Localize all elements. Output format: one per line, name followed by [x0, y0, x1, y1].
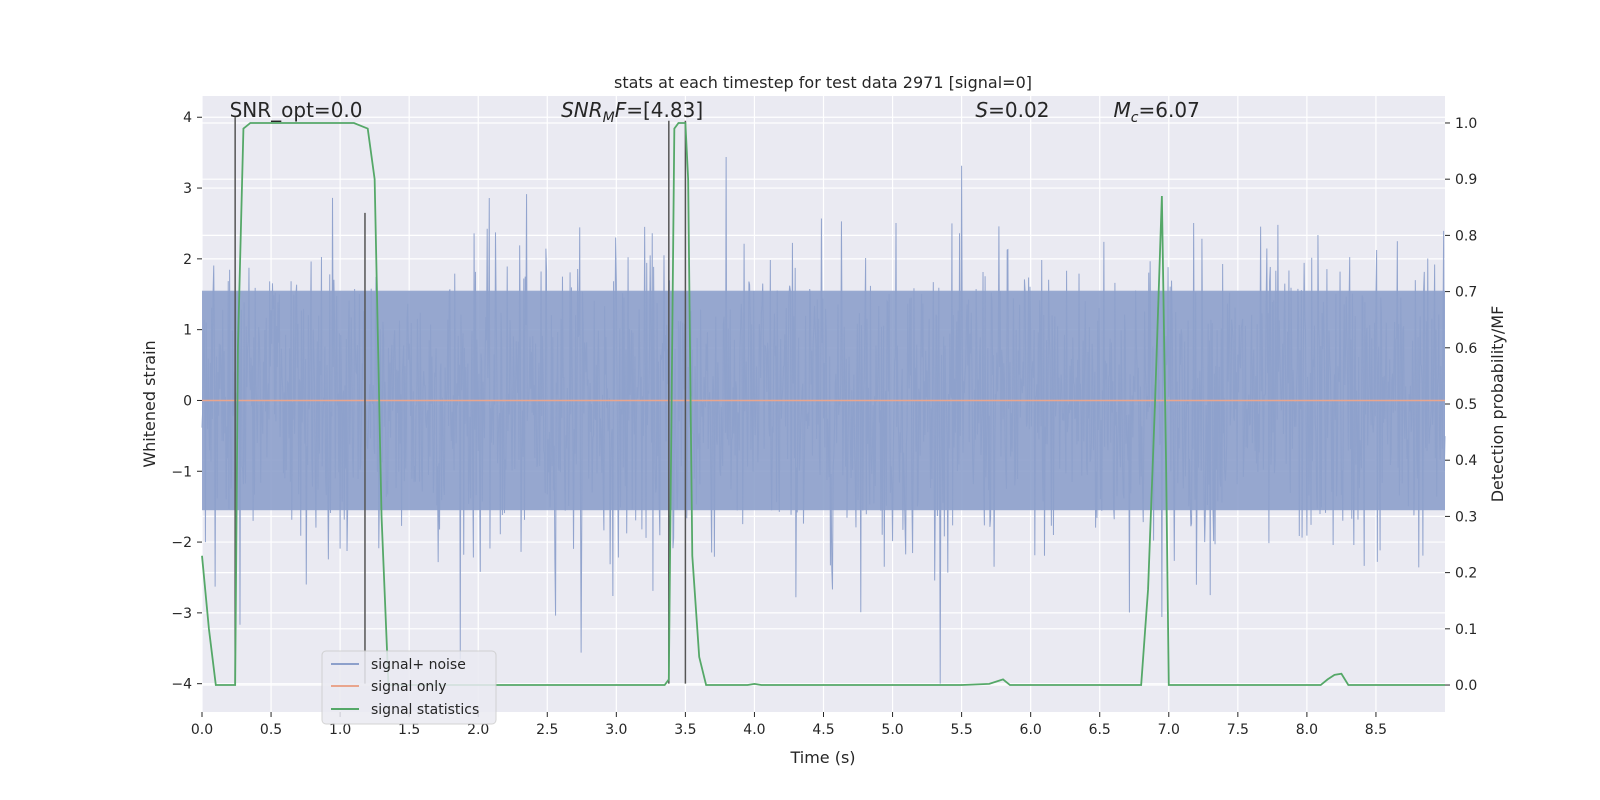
- legend-label-signal-statistics: signal statistics: [371, 702, 479, 718]
- y-tick-label: −1: [171, 464, 192, 480]
- y2-tick-label: 0.9: [1455, 172, 1477, 188]
- y-tick-label: 2: [183, 252, 192, 268]
- annotation: SNRMF=[4.83]: [561, 98, 703, 126]
- x-tick-label: 0.5: [260, 722, 282, 738]
- y-tick-label: −4: [171, 677, 192, 693]
- annotation: S=0.02: [975, 98, 1049, 122]
- y-tick-label: 1: [183, 323, 192, 339]
- x-tick-label: 4.5: [812, 722, 834, 738]
- y-axis-right: 0.0 0.1 0.2 0.3 0.4 0.5 0.6 0.7 0.8 0.9 1.0: [1445, 116, 1477, 694]
- x-tick-label: 3.5: [674, 722, 696, 738]
- legend-box: [321, 650, 497, 725]
- x-tick-label: 5.0: [881, 722, 903, 738]
- y2-tick-label: 1.0: [1455, 116, 1477, 132]
- y2-tick-label: 0.2: [1455, 566, 1477, 582]
- y-tick-label: −3: [171, 606, 192, 622]
- x-tick-label: 2.5: [536, 722, 558, 738]
- x-axis-label: Time (s): [789, 748, 855, 767]
- y-tick-label: 4: [183, 110, 192, 126]
- x-tick-label: 1.0: [329, 722, 351, 738]
- y-tick-label: −2: [171, 535, 192, 551]
- chart-title: stats at each timestep for test data 297…: [614, 73, 1032, 92]
- x-tick-label: 2.0: [467, 722, 489, 738]
- y-axis-label: Whitened strain: [140, 340, 159, 467]
- x-tick-label: 0.0: [191, 722, 213, 738]
- annotation: Mc=6.07: [1114, 98, 1200, 126]
- legend: signal+ noise signal only signal statist…: [321, 650, 497, 725]
- annotation: SNR_opt=0.0: [230, 98, 363, 122]
- y2-tick-label: 0.5: [1455, 397, 1477, 413]
- y2-tick-label: 0.4: [1455, 453, 1477, 469]
- x-tick-label: 7.0: [1158, 722, 1180, 738]
- x-tick-label: 5.5: [950, 722, 972, 738]
- y-tick-label: 3: [183, 181, 192, 197]
- y2-tick-label: 0.6: [1455, 341, 1477, 357]
- y2-tick-label: 0.8: [1455, 228, 1477, 244]
- y-tick-label: 0: [183, 393, 192, 409]
- x-tick-label: 4.0: [743, 722, 765, 738]
- x-tick-label: 6.0: [1020, 722, 1042, 738]
- noise-trace: [201, 156, 1446, 684]
- annotations: SNR_opt=0.0 SNRMF=[4.83] S=0.02 Mc=6.07: [230, 98, 1200, 126]
- x-tick-label: 7.5: [1227, 722, 1249, 738]
- x-tick-label: 3.0: [605, 722, 627, 738]
- y2-tick-label: 0.7: [1455, 285, 1477, 301]
- y2-tick-label: 0.1: [1455, 622, 1477, 638]
- y2-tick-label: 0.0: [1455, 678, 1477, 694]
- x-tick-label: 8.5: [1365, 722, 1387, 738]
- legend-label-signal-only: signal only: [371, 679, 446, 695]
- y-axis-left: −4 −3 −2 −1 0 1 2 3 4: [171, 110, 202, 693]
- series-signal-statistics: [201, 122, 1445, 686]
- x-tick-label: 8.0: [1296, 722, 1318, 738]
- y2-tick-label: 0.3: [1455, 509, 1477, 525]
- x-axis: 0.0 0.5 1.0 1.5 2.0 2.5 3.0 3.5 4.0 4.5 5.0 5.5 6.0 6…: [191, 712, 1387, 738]
- signal-statistics-line: [201, 122, 1445, 686]
- legend-label-signal-noise: signal+ noise: [371, 657, 466, 673]
- x-tick-label: 1.5: [398, 722, 420, 738]
- y2-axis-label: Detection probability/MF: [1488, 306, 1507, 503]
- x-tick-label: 6.5: [1089, 722, 1111, 738]
